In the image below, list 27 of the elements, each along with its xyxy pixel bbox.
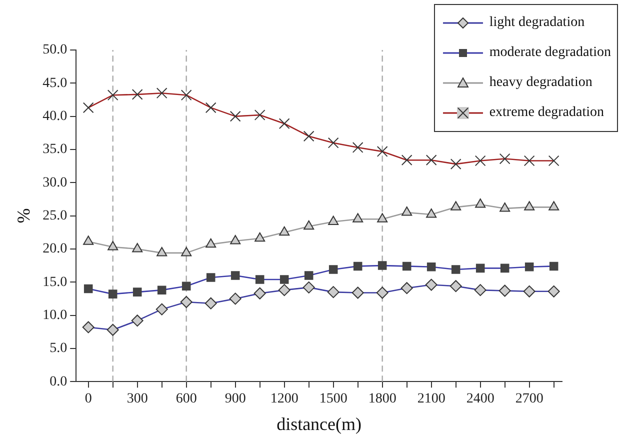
y-tick-label: 0.0: [50, 374, 68, 390]
legend-label: moderate degradation: [489, 45, 611, 61]
y-tick-label: 50.0: [42, 42, 68, 58]
y-tick-label: 25.0: [42, 208, 68, 224]
x-tick-label: 2100: [417, 392, 446, 407]
x-tick-label: 0: [84, 392, 92, 407]
y-tick-label: 20.0: [42, 242, 68, 257]
y-axis-title: %: [14, 208, 34, 224]
x-tick-label: 2400: [466, 392, 494, 407]
x-tick-label: 300: [126, 392, 148, 407]
x-tick-label: 600: [176, 392, 197, 407]
y-tick-label: 45.0: [42, 76, 68, 91]
x-tick-label: 2700: [515, 392, 544, 407]
y-tick-label: 40.0: [42, 108, 68, 124]
x-tick-label: 1200: [270, 392, 298, 407]
legend-label: light degradation: [489, 15, 585, 31]
y-tick-label: 10.0: [42, 308, 68, 323]
x-axis-title: distance(m): [276, 414, 362, 434]
x-tick-label: 1800: [368, 392, 396, 407]
x-tick-label: 1500: [319, 392, 348, 407]
y-tick-label: 35.0: [42, 142, 68, 158]
legend-label: heavy degradation: [489, 75, 592, 91]
x-tick-label: 900: [224, 392, 246, 407]
y-tick-label: 30.0: [42, 175, 68, 190]
y-tick-label: 5.0: [50, 341, 68, 356]
y-tick-label: 15.0: [42, 274, 68, 290]
legend-label: extreme degradation: [489, 105, 604, 121]
